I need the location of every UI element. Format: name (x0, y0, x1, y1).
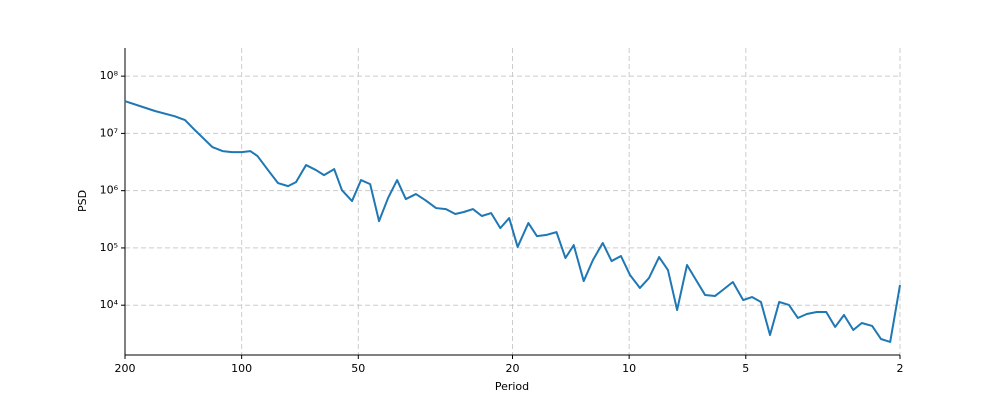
y-axis-label: PSD (76, 190, 89, 212)
y-tick-label: 10⁶ (100, 184, 119, 197)
x-tick-label: 50 (351, 362, 365, 375)
x-tick-label: 20 (506, 362, 520, 375)
x-tick-label: 10 (622, 362, 636, 375)
y-tick-label: 10⁴ (100, 298, 119, 311)
x-axis-label: Period (495, 380, 529, 393)
y-tick-label: 10⁸ (100, 69, 119, 82)
x-tick-label: 5 (742, 362, 749, 375)
y-tick-label: 10⁵ (100, 241, 118, 254)
y-tick-label: 10⁷ (100, 126, 118, 139)
x-tick-label: 100 (231, 362, 252, 375)
x-tick-label: 2 (897, 362, 904, 375)
x-tick-label: 200 (115, 362, 136, 375)
data-line (124, 100, 901, 343)
